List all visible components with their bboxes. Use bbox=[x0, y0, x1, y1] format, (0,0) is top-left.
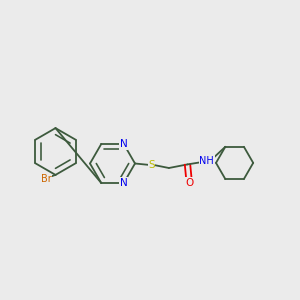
Text: S: S bbox=[148, 160, 155, 170]
Text: N: N bbox=[120, 139, 127, 149]
Text: N: N bbox=[120, 178, 127, 188]
Text: Br: Br bbox=[40, 174, 51, 184]
Text: NH: NH bbox=[199, 156, 214, 166]
Text: O: O bbox=[185, 178, 193, 188]
